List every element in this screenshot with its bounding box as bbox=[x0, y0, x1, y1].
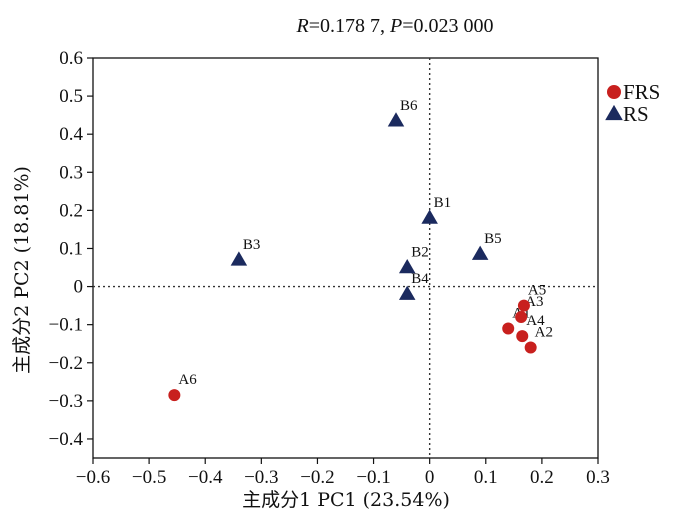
x-tick-label: −0.4 bbox=[188, 467, 223, 488]
point-label-a5: A5 bbox=[528, 283, 546, 299]
plot-frame bbox=[92, 57, 599, 459]
chart-title: R=0.178 7, P=0.023 000 bbox=[296, 15, 494, 37]
point-label-b6: B6 bbox=[400, 98, 418, 114]
x-tick-label: −0.3 bbox=[244, 467, 278, 488]
data-point-b6 bbox=[387, 112, 405, 127]
legend-marker-rs bbox=[605, 104, 623, 121]
y-tick-label: −0.3 bbox=[49, 391, 83, 412]
legend-label-rs: RS bbox=[623, 102, 649, 126]
data-point-a6 bbox=[168, 389, 181, 402]
point-label-b2: B2 bbox=[411, 245, 429, 261]
point-label-a2: A2 bbox=[535, 325, 553, 341]
y-tick-label: 0.1 bbox=[59, 238, 83, 259]
legend-marker-frs bbox=[607, 85, 621, 99]
y-tick-label: −0.2 bbox=[49, 353, 83, 374]
y-tick-label: 0.4 bbox=[59, 124, 83, 145]
x-tick-label: 0.1 bbox=[474, 467, 498, 488]
point-label-a6: A6 bbox=[178, 372, 197, 388]
point-label-b5: B5 bbox=[484, 231, 502, 247]
data-point-b5 bbox=[471, 245, 489, 260]
y-tick-label: −0.1 bbox=[49, 315, 83, 336]
point-label-a4: A4 bbox=[526, 313, 545, 329]
point-label-b1: B1 bbox=[434, 195, 452, 211]
y-tick-label: 0.6 bbox=[59, 48, 83, 69]
y-tick-label: 0.3 bbox=[59, 162, 83, 183]
data-point-a4 bbox=[516, 330, 529, 343]
data-point-b3 bbox=[230, 251, 248, 266]
y-tick-label: −0.4 bbox=[49, 429, 84, 450]
data-point-a5 bbox=[517, 299, 530, 312]
data-point-a1 bbox=[502, 322, 515, 335]
point-label-b3: B3 bbox=[243, 237, 261, 253]
data-point-b2 bbox=[398, 258, 416, 274]
data-point-a2 bbox=[524, 341, 537, 354]
x-tick-label: −0.2 bbox=[300, 467, 334, 488]
x-tick-label: 0 bbox=[425, 467, 435, 488]
legend-label-frs: FRS bbox=[623, 80, 660, 104]
data-point-a3 bbox=[515, 311, 528, 324]
data-point-b1 bbox=[421, 209, 438, 224]
y-tick-label: 0.2 bbox=[59, 200, 83, 221]
x-tick-label: 0.2 bbox=[530, 467, 554, 488]
data-point-b4 bbox=[398, 285, 416, 300]
x-axis-title: 主成分1 PC1 (23.54%) bbox=[242, 489, 450, 511]
y-tick-label: 0 bbox=[74, 277, 84, 298]
point-label-b4: B4 bbox=[411, 271, 429, 287]
x-tick-label: −0.6 bbox=[76, 467, 110, 488]
x-tick-label: −0.1 bbox=[356, 467, 390, 488]
y-axis-title: 主成分2 PC2 (18.81%) bbox=[11, 166, 33, 374]
x-tick-label: 0.3 bbox=[586, 467, 610, 488]
x-tick-label: −0.5 bbox=[132, 467, 166, 488]
y-tick-label: 0.5 bbox=[59, 86, 83, 107]
